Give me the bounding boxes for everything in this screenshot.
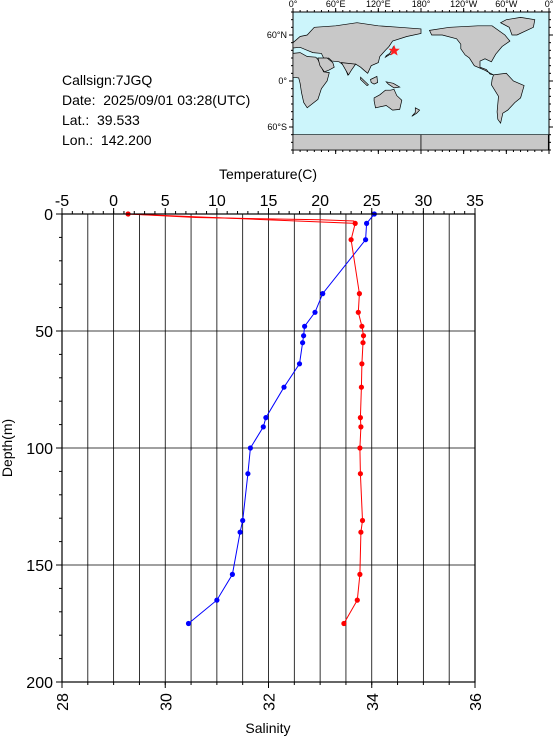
temperature-data-point — [355, 309, 361, 315]
cast-info: Callsign:7JGQ Date: 2025/09/01 03:28(UTC… — [62, 70, 250, 150]
temperature-profile-line — [128, 213, 365, 624]
map-lon-label: 60°E — [326, 0, 346, 9]
temperature-data-point — [354, 597, 360, 603]
map-lon-label: 0° — [545, 0, 553, 9]
salinity-axis-title: Salinity — [245, 720, 290, 736]
salinity-data-point — [364, 220, 370, 226]
map-lon-label: 120°E — [366, 0, 391, 9]
temperature-data-point — [358, 384, 364, 390]
land-arabia — [317, 57, 335, 73]
salinity-tick-label: 34 — [365, 693, 382, 711]
salinity-data-point — [312, 309, 318, 315]
land-australia — [373, 88, 403, 111]
salinity-data-point — [302, 323, 308, 329]
temperature-data-point — [357, 471, 363, 477]
temperature-tick-label: -5 — [55, 193, 69, 210]
salinity-data-point — [301, 333, 307, 339]
salinity-data-point — [240, 517, 246, 524]
temperature-data-point — [359, 361, 365, 367]
callsign-text: Callsign:7JGQ — [62, 72, 153, 88]
map-lat-label: 0° — [278, 76, 287, 86]
salinity-profile-line — [188, 213, 375, 624]
temperature-tick-label: 25 — [363, 193, 381, 210]
land-new-guinea — [385, 81, 401, 89]
salinity-data-point — [245, 471, 251, 477]
temperature-data-point — [341, 620, 347, 627]
salinity-data-point — [229, 571, 235, 578]
depth-tick-label: 100 — [26, 441, 53, 458]
temperature-data-point — [358, 424, 364, 430]
station-marker — [388, 44, 400, 56]
salinity-tick-label: 30 — [158, 693, 175, 711]
temperature-tick-label: 30 — [414, 193, 432, 210]
temperature-tick-label: 35 — [466, 193, 484, 210]
salinity-data-point — [296, 361, 303, 367]
salinity-tick-label: 36 — [468, 693, 485, 711]
map-lat-label: 60°S — [267, 122, 287, 132]
temperature-tick-label: 20 — [311, 193, 329, 210]
longitude-text: Lon.: 142.200 — [62, 132, 152, 148]
land-borneo — [370, 75, 378, 85]
temperature-data-point — [360, 340, 366, 346]
land-antarctica-east — [420, 134, 549, 151]
temperature-tick-label: 10 — [208, 193, 226, 210]
land-north-america — [428, 25, 511, 76]
temperature-data-point — [352, 220, 358, 226]
salinity-data-point — [247, 445, 253, 451]
land-sumatra — [360, 76, 369, 87]
temperature-data-point — [359, 323, 365, 329]
salinity-data-point — [363, 237, 369, 243]
map-lon-label: 60°W — [495, 0, 518, 9]
temperature-data-point — [357, 445, 363, 451]
temperature-data-point — [357, 571, 363, 578]
land-new-zealand — [411, 107, 421, 117]
temperature-data-point — [358, 529, 364, 535]
salinity-data-point — [185, 620, 192, 627]
temperature-axis-title: Temperature(C) — [219, 166, 317, 182]
depth-axis-title: Depth(m) — [0, 419, 15, 477]
chart-series — [125, 211, 377, 627]
depth-tick-label: 0 — [44, 207, 53, 224]
depth-tick-label: 200 — [26, 675, 53, 692]
temperature-tick-label: 5 — [161, 193, 170, 210]
salinity-data-point — [237, 529, 243, 535]
salinity-tick-label: 32 — [262, 693, 279, 711]
salinity-data-point — [300, 340, 306, 346]
map-lon-label: 180° — [412, 0, 431, 9]
map-lon-label: 120°W — [450, 0, 478, 9]
world-map: 0° 60°E 120°E 180° 120°W 60°W 0° 60°N 0° 60°S — [267, 0, 553, 154]
map-lat-label: 60°N — [267, 30, 287, 40]
salinity-data-point — [320, 291, 326, 297]
land-europe-asia — [292, 22, 422, 76]
latitude-text: Lat.: 39.533 — [62, 112, 140, 128]
depth-tick-label: 150 — [26, 558, 53, 575]
temperature-data-point — [357, 415, 363, 421]
salinity-tick-label: 28 — [55, 693, 72, 711]
map-lon-label: 0° — [289, 0, 298, 9]
temperature-data-point — [360, 333, 367, 339]
land-india — [340, 62, 357, 76]
temperature-tick-label: 0 — [109, 193, 118, 210]
salinity-data-point — [281, 384, 287, 390]
land-south-america — [491, 72, 525, 125]
land-greenland — [499, 17, 536, 36]
temperature-tick-label: 15 — [260, 193, 278, 210]
salinity-data-point — [263, 415, 269, 421]
salinity-data-point — [260, 424, 266, 430]
temperature-data-point — [348, 237, 354, 243]
chart-grid — [62, 214, 475, 682]
temperature-data-point — [356, 291, 362, 297]
date-text: Date: 2025/09/01 03:28(UTC) — [62, 92, 251, 108]
depth-tick-label: 50 — [35, 324, 53, 341]
temperature-data-point — [359, 517, 366, 524]
salinity-data-point — [214, 597, 220, 603]
